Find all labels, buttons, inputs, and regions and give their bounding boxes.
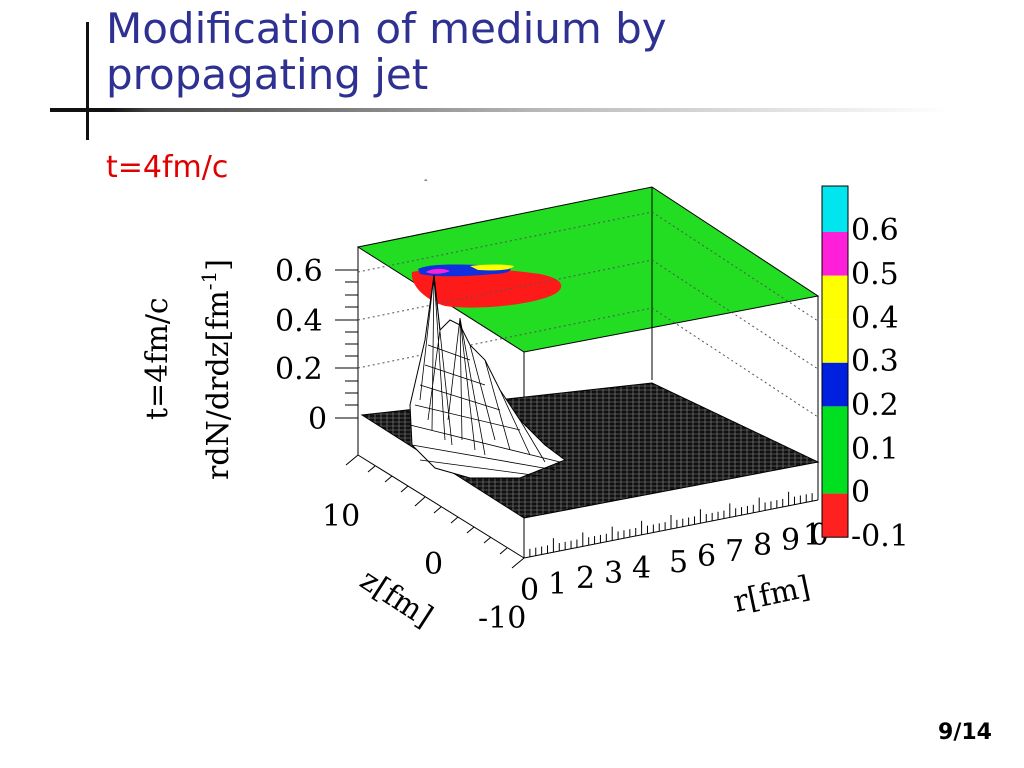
z-tick-label: 0.2 [275,352,323,387]
colorbar-segment [822,186,848,232]
slide-title: Modification of medium by propagating je… [106,4,667,99]
colorbar-label: 0.4 [851,301,899,336]
colorbar-segment [822,406,848,450]
z-tick-label: 0 [308,402,327,437]
x-tick-label: 8 [753,528,772,563]
x-tick-label: 5 [669,545,688,580]
tick-mark: - [424,175,428,186]
y-tick-label: 0 [424,547,443,582]
y-tick-label: 10 [322,499,360,534]
colorbar-segment [822,450,848,494]
z-axis [335,269,358,419]
colorbar-label: 0 [851,475,870,510]
x-tick-label: 1 [548,567,567,602]
colorbar-label: -0.1 [851,519,909,554]
colorbar-frame [821,185,849,538]
contour-yellow [470,264,514,271]
x-axis [523,486,819,558]
x-tick-label: 2 [576,561,595,596]
colorbar-label: 0.3 [851,344,899,379]
y-tick-label: -10 [478,601,526,636]
colorbar-label: 0.5 [851,257,899,292]
x-tick-label: 4 [632,551,651,586]
z-tick-label: 0.6 [275,254,323,289]
x-tick-label: 9 [781,523,800,558]
x-tick-label: 3 [604,556,623,591]
slide-subtitle: t=4fm/c [106,150,229,185]
colorbar-label: 0.1 [851,432,899,467]
x-tick-label: 0 [520,573,539,608]
x-tick-label: 6 [697,539,716,574]
x-tick-label: 7 [725,534,744,569]
contour-red [411,268,562,308]
peak-surface [409,274,567,479]
color-bar [821,185,849,538]
page-number: 9/14 [938,720,992,745]
title-vertical-rule [86,22,89,140]
colorbar-segment [822,275,848,320]
colorbar-segment [822,232,848,276]
x-axis-label: r[fm] [730,570,813,620]
z-tick-label: 0.4 [275,304,323,339]
z-axis-label-line1: t=4fm/c [140,297,175,420]
title-horizontal-rule [50,108,950,112]
y-axis [345,454,525,569]
contour-magenta [426,268,450,274]
colorbar-label: 0.2 [851,388,899,423]
colorbar-segment [822,319,848,363]
colorbar-segment [822,493,848,538]
colorbar-label: 0.6 [851,213,899,248]
colorbar-segment [822,362,848,407]
z-axis-label-line2: rdN/drdz[fm-1] [197,259,236,480]
